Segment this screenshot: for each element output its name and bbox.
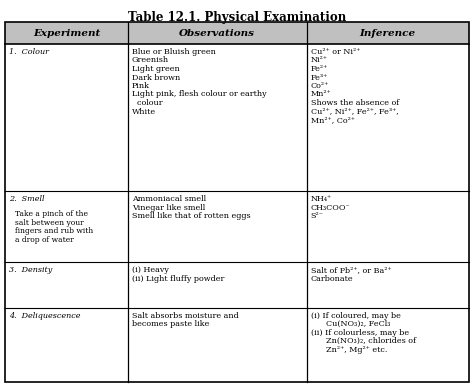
Text: Pink: Pink [132,82,150,90]
Text: Mn²⁺: Mn²⁺ [310,91,331,99]
Text: Cu(NO₃)₂, FeCl₃: Cu(NO₃)₂, FeCl₃ [310,320,390,328]
Text: becomes paste like: becomes paste like [132,320,210,328]
Text: Shows the absence of: Shows the absence of [310,99,399,107]
Text: NH₄⁺: NH₄⁺ [310,195,332,203]
Text: 1.  Colour: 1. Colour [9,48,49,56]
Text: Co²⁺: Co²⁺ [310,82,329,90]
Text: (i) Heavy: (i) Heavy [132,266,169,274]
Text: Inference: Inference [360,28,416,38]
Text: Salt of Pb²⁺, or Ba²⁺: Salt of Pb²⁺, or Ba²⁺ [310,266,391,274]
Bar [5,22,469,44]
Text: Blue or Bluish green: Blue or Bluish green [132,48,216,56]
Text: 3.  Density: 3. Density [9,266,52,274]
Text: Fe²⁺: Fe²⁺ [310,65,328,73]
Text: Experiment: Experiment [33,28,100,38]
Text: Light pink, flesh colour or earthy: Light pink, flesh colour or earthy [132,91,266,99]
Text: Table 12.1. Physical Examination: Table 12.1. Physical Examination [128,11,346,24]
Text: fingers and rub with: fingers and rub with [15,227,93,235]
Text: Zn(NO₃)₂, chlorides of: Zn(NO₃)₂, chlorides of [310,337,416,345]
Text: Mn²⁺, Co²⁺: Mn²⁺, Co²⁺ [310,116,355,124]
Text: 4.  Deliquescence: 4. Deliquescence [9,312,81,319]
Text: White: White [132,108,156,116]
Text: colour: colour [132,99,163,107]
Text: Take a pinch of the: Take a pinch of the [15,210,88,218]
Text: Observations: Observations [179,28,255,38]
Text: Salt absorbs moisture and: Salt absorbs moisture and [132,312,239,319]
Text: (i) If coloured, may be: (i) If coloured, may be [310,312,401,319]
Text: Carbonate: Carbonate [310,275,353,283]
Text: Cu²⁺ or Ni²⁺: Cu²⁺ or Ni²⁺ [310,48,360,56]
Text: salt between your: salt between your [15,219,83,227]
Text: Smell like that of rotten eggs: Smell like that of rotten eggs [132,212,251,220]
Text: Vinegar like smell: Vinegar like smell [132,204,205,212]
Text: Dark brown: Dark brown [132,73,180,81]
Text: (ii) Light fluffy powder: (ii) Light fluffy powder [132,275,224,283]
Text: Greenish: Greenish [132,56,169,65]
Text: (ii) If colourless, may be: (ii) If colourless, may be [310,329,409,337]
Text: CH₃COO⁻: CH₃COO⁻ [310,204,350,212]
Text: Zn²⁺, Mg²⁺ etc.: Zn²⁺, Mg²⁺ etc. [310,346,387,354]
Text: a drop of water: a drop of water [15,236,74,244]
Text: S²⁻: S²⁻ [310,212,324,220]
Text: Ammoniacal smell: Ammoniacal smell [132,195,206,203]
Text: Fe³⁺: Fe³⁺ [310,73,328,81]
Text: Ni²⁺: Ni²⁺ [310,56,328,65]
Text: 2.  Smell: 2. Smell [9,195,45,203]
Text: Cu²⁺, Ni²⁺, Fe²⁺, Fe³⁺,: Cu²⁺, Ni²⁺, Fe²⁺, Fe³⁺, [310,108,398,116]
Text: Light green: Light green [132,65,180,73]
